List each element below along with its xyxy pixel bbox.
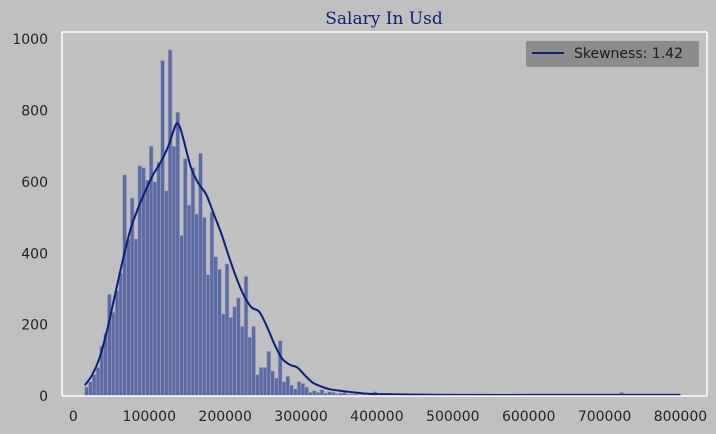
y-tick-label: 800 [21, 104, 48, 120]
histogram-bar [247, 336, 253, 397]
histogram-bar [285, 376, 290, 397]
histogram-bar [209, 211, 215, 397]
histogram-bar [213, 256, 218, 397]
histogram-bars [84, 49, 681, 397]
histogram-bar [251, 326, 256, 397]
x-tick-label: 500000 [426, 409, 479, 425]
histogram-bar [240, 326, 245, 397]
chart-title: Salary In Usd [325, 9, 443, 29]
histogram-bar [277, 340, 283, 397]
histogram-bar [152, 181, 158, 397]
histogram-bar [156, 161, 161, 397]
histogram-bar [92, 374, 97, 397]
histogram-bar [289, 384, 294, 397]
histogram-bar [194, 213, 199, 397]
x-tick-label: 400000 [350, 409, 403, 425]
histogram-bar [243, 276, 249, 397]
axes [61, 31, 708, 397]
histogram-bar [190, 167, 196, 397]
x-tick-label: 0 [69, 409, 78, 425]
histogram-bar [258, 367, 264, 397]
y-tick-label: 0 [39, 389, 48, 405]
histogram-bar [228, 317, 234, 397]
histogram-bar [183, 158, 188, 397]
histogram-bar [160, 60, 165, 397]
histogram-bar [205, 274, 211, 397]
histogram-bar [175, 111, 180, 397]
histogram-bar [179, 235, 184, 397]
x-tick-label: 600000 [502, 409, 555, 425]
x-tick-label: 700000 [578, 409, 631, 425]
histogram-bar [84, 386, 89, 397]
histogram-bar [221, 313, 226, 397]
histogram-bar [133, 238, 139, 397]
histogram-bar [202, 217, 207, 397]
kde-curve [83, 122, 681, 396]
histogram-bar [217, 269, 222, 397]
kde-curve-layer [83, 122, 681, 396]
histogram-bar [255, 374, 260, 397]
x-tick-label: 100000 [123, 409, 176, 425]
y-axis-ticks: 0 200 400 600 800 1000 [12, 32, 48, 405]
histogram-bar [293, 388, 298, 397]
legend: Skewness: 1.42 [526, 41, 699, 67]
histogram-bar [270, 370, 275, 397]
x-axis-ticks: 0 100000 200000 300000 400000 500000 600000 700… [69, 409, 707, 425]
histogram-bar [304, 386, 309, 397]
histogram-bar [266, 351, 271, 397]
y-tick-label: 1000 [12, 32, 48, 48]
histogram-bar [95, 367, 101, 397]
histogram-bar [88, 381, 93, 397]
y-tick-label: 400 [21, 246, 48, 262]
legend-box [526, 41, 699, 67]
histogram-bar [281, 381, 287, 397]
histogram-bar [300, 383, 306, 397]
histogram-bar [262, 367, 268, 397]
histogram-bar [118, 272, 124, 397]
histogram-bar [274, 377, 279, 397]
y-tick-label: 600 [21, 175, 48, 191]
histogram-bar [296, 381, 302, 397]
x-tick-label: 200000 [198, 409, 251, 425]
y-tick-label: 200 [21, 318, 48, 334]
legend-entry: Skewness: 1.42 [574, 46, 683, 62]
histogram-bar [312, 390, 317, 397]
histogram-bar [319, 389, 325, 397]
histogram-bar [164, 190, 169, 397]
x-tick-label: 300000 [274, 409, 327, 425]
histogram-bar [236, 297, 241, 397]
histogram-bar [198, 153, 203, 397]
histogram-bar [167, 49, 173, 397]
x-tick-label: 800000 [654, 409, 707, 425]
histogram-bar [148, 145, 154, 397]
histogram-bar [111, 311, 116, 397]
histogram-bar [126, 238, 131, 397]
histogram-bar [145, 179, 150, 397]
histogram-bar [171, 145, 177, 397]
histogram-bar [186, 204, 192, 397]
histogram-bar [141, 167, 146, 397]
histogram-bar [114, 290, 120, 397]
histogram-bar [224, 263, 230, 397]
histogram-bar [122, 174, 127, 397]
histogram-bar [232, 306, 237, 397]
